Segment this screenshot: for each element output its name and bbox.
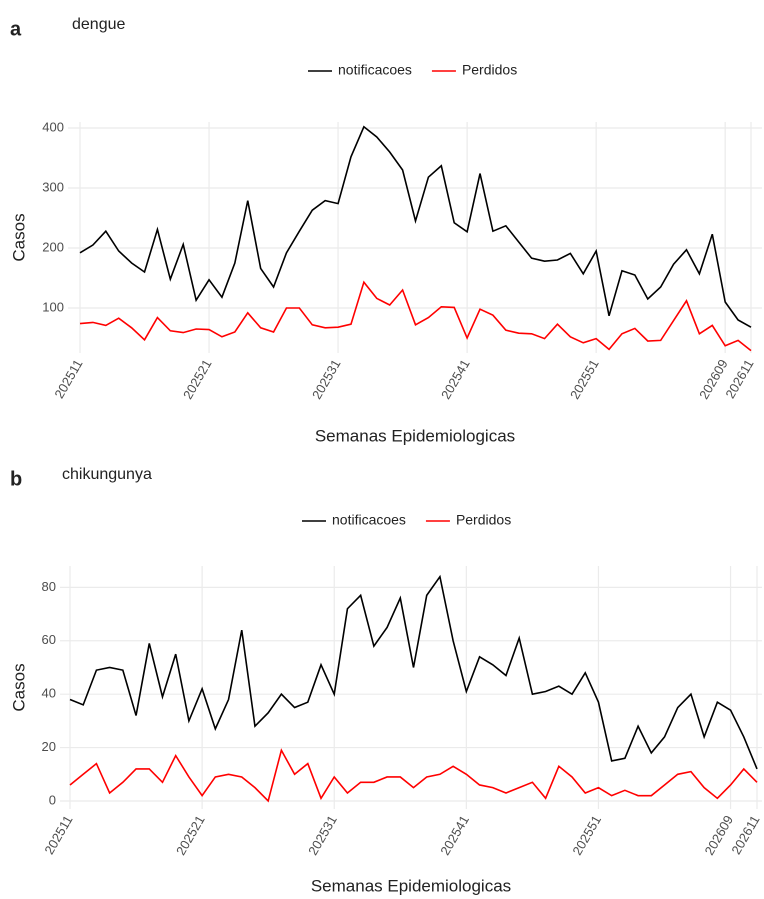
x-tick-label: 202531 <box>305 813 340 858</box>
x-tick-label: 202521 <box>180 357 215 402</box>
legend-label: notificacoes <box>338 62 412 78</box>
x-tick-label: 202541 <box>438 357 473 402</box>
x-tick-label: 202511 <box>41 813 75 857</box>
chart-title: dengue <box>72 16 125 33</box>
y-tick-label: 200 <box>42 239 64 254</box>
y-tick-label: 20 <box>42 739 56 754</box>
y-tick-label: 40 <box>42 686 56 701</box>
legend-label: Perdidos <box>462 62 517 78</box>
x-tick-label: 202541 <box>437 813 472 858</box>
x-tick-label: 202521 <box>173 813 208 858</box>
x-tick-label: 202551 <box>567 357 602 402</box>
x-axis-title: Semanas Epidemiologicas <box>315 426 515 445</box>
y-axis-title: Casos <box>9 663 28 711</box>
series-line <box>79 280 752 352</box>
series-line <box>69 748 758 803</box>
panel-tag: a <box>10 18 22 40</box>
legend-label: notificacoes <box>332 512 406 528</box>
y-tick-label: 300 <box>42 179 64 194</box>
chart-title: chikungunya <box>62 466 152 483</box>
series-line <box>79 125 752 328</box>
legend-label: Perdidos <box>456 512 511 528</box>
series-line <box>69 574 758 770</box>
panel-tag: b <box>10 468 22 490</box>
x-tick-label: 202511 <box>51 357 85 401</box>
y-tick-label: 100 <box>42 299 64 314</box>
x-tick-label: 202531 <box>309 357 344 402</box>
y-tick-label: 400 <box>42 119 64 134</box>
y-tick-label: 0 <box>49 792 56 807</box>
x-axis-title: Semanas Epidemiologicas <box>311 876 511 895</box>
x-tick-label: 202551 <box>569 813 604 858</box>
y-tick-label: 80 <box>42 579 56 594</box>
y-axis-title: Casos <box>9 213 28 261</box>
y-tick-label: 60 <box>42 632 56 647</box>
